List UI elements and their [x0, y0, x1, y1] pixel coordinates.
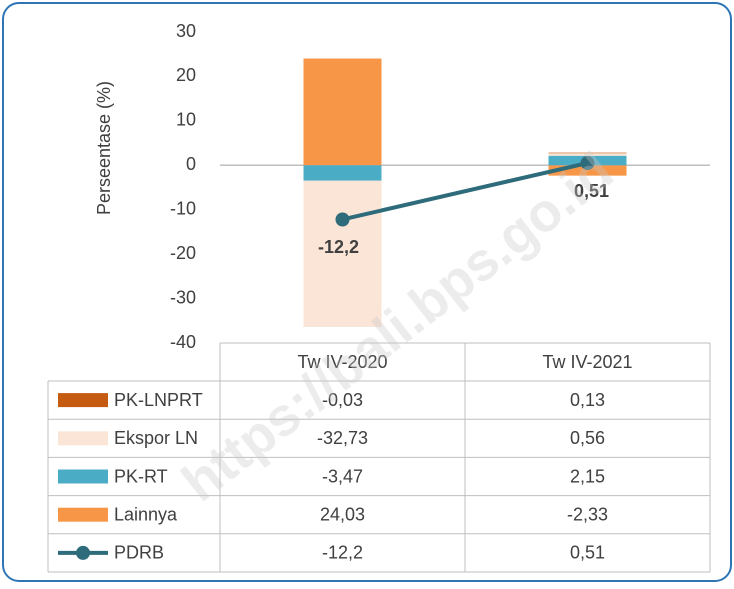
table-value: -3,47: [322, 466, 363, 486]
table-value: 24,03: [320, 504, 365, 524]
y-tick-label: 30: [176, 21, 196, 41]
legend-label: PK-RT: [114, 466, 168, 486]
table-value: 0,56: [570, 428, 605, 448]
legend-key: [58, 393, 108, 407]
legend-key: [58, 431, 108, 445]
legend-label: PK-LNPRT: [114, 390, 203, 410]
y-tick-label: 10: [176, 110, 196, 130]
y-tick-label: -40: [170, 332, 196, 352]
y-tick-label: -20: [170, 243, 196, 263]
table-value: -2,33: [567, 504, 608, 524]
table-value: 2,15: [570, 466, 605, 486]
legend-label: Ekspor LN: [114, 428, 198, 448]
bar: [304, 165, 382, 180]
legend-label: Lainnya: [114, 504, 178, 524]
y-axis-title: Perseentase (%): [94, 81, 114, 215]
legend-key: [58, 508, 108, 522]
bar: [304, 59, 382, 166]
table-value: 0,13: [570, 390, 605, 410]
line-marker: [336, 212, 350, 226]
table-value: -32,73: [317, 428, 368, 448]
y-tick-label: -10: [170, 198, 196, 218]
x-tick-label: Tw IV-2021: [542, 352, 632, 372]
data-label: -12,2: [318, 237, 359, 257]
legend-label: PDRB: [114, 543, 164, 563]
table-value: -12,2: [322, 543, 363, 563]
y-tick-label: 20: [176, 65, 196, 85]
table-value: 0,51: [570, 543, 605, 563]
y-tick-label: -30: [170, 287, 196, 307]
legend-key: [76, 546, 90, 560]
legend-key: [58, 470, 108, 484]
y-tick-label: 0: [186, 154, 196, 174]
